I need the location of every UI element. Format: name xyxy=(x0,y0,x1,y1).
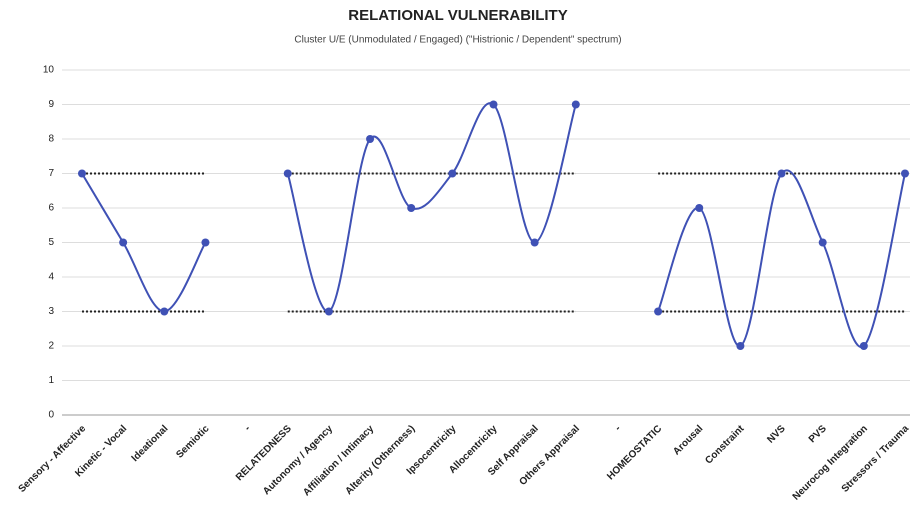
x-tick-label: Alterity (Otherness) xyxy=(344,423,418,497)
x-tick-label: Sensory - Affective xyxy=(17,423,89,495)
point xyxy=(777,169,786,178)
x-tick-label: - xyxy=(613,423,623,433)
y-tick-label: 6 xyxy=(48,203,54,214)
x-tick-label: NVS xyxy=(765,423,788,446)
point xyxy=(818,238,827,247)
y-tick-label: 10 xyxy=(43,65,55,76)
point xyxy=(78,169,86,178)
point xyxy=(160,307,169,316)
x-tick-label: Arousal xyxy=(671,423,705,457)
x-tick-label: PVS xyxy=(807,423,829,445)
series-line xyxy=(81,172,207,313)
point xyxy=(571,100,580,109)
x-tick-label: Semiotic xyxy=(174,423,212,461)
series-line xyxy=(286,102,577,313)
x-tick-label: HOMEOSTATIC xyxy=(605,423,664,482)
chart-subtitle: Cluster U/E (Unmodulated / Engaged) ("Hi… xyxy=(294,35,621,46)
y-tick-label: 4 xyxy=(48,272,54,283)
x-tick-label: Neurocog Integration xyxy=(791,423,870,502)
x-tick-label: Affiliation / Intimacy xyxy=(301,423,376,498)
y-tick-label: 9 xyxy=(48,99,54,110)
point xyxy=(119,238,128,247)
point xyxy=(901,169,909,178)
point xyxy=(201,238,210,247)
y-tick-label: 2 xyxy=(48,341,54,352)
y-tick-label: 7 xyxy=(48,168,54,179)
point xyxy=(366,135,375,143)
y-tick-label: 5 xyxy=(48,237,54,248)
y-tick-label: 0 xyxy=(48,410,54,421)
point xyxy=(736,342,745,350)
x-tick-label: Constraint xyxy=(703,423,747,467)
point xyxy=(283,169,292,178)
chart-title: RELATIONAL VULNERABILITY xyxy=(348,7,567,24)
series-line xyxy=(657,169,906,348)
y-tick-label: 8 xyxy=(48,134,54,145)
point xyxy=(489,100,498,109)
point xyxy=(530,238,539,247)
point xyxy=(448,169,457,178)
x-tick-label: Autonomy / Agency xyxy=(261,423,335,497)
point xyxy=(654,307,663,316)
y-tick-label: 1 xyxy=(48,375,54,386)
point xyxy=(407,204,416,212)
x-tick-label: - xyxy=(243,423,253,433)
point xyxy=(859,342,868,350)
x-tick-label: Ideational xyxy=(130,423,171,464)
point xyxy=(324,307,333,316)
y-tick-label: 3 xyxy=(48,306,54,317)
point xyxy=(695,204,704,212)
